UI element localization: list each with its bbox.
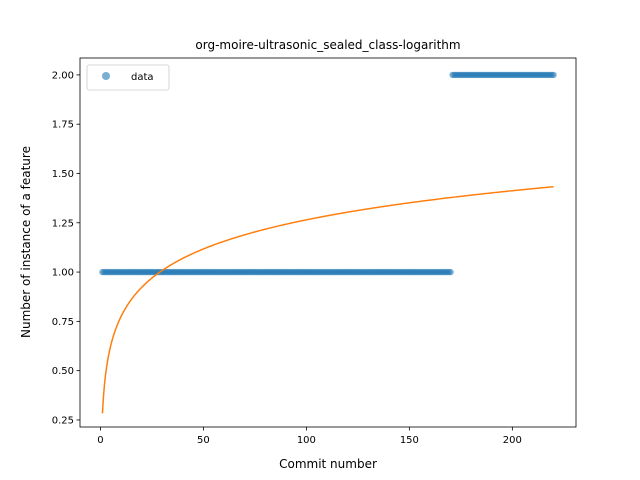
data-point bbox=[447, 268, 454, 276]
legend-box bbox=[86, 64, 170, 91]
chart-title: org-moire-ultrasonic_sealed_class-logari… bbox=[195, 38, 460, 52]
data-point bbox=[550, 71, 557, 79]
legend: data bbox=[86, 64, 170, 91]
legend-marker-data bbox=[102, 72, 110, 80]
y-tick-label: 1.75 bbox=[52, 120, 74, 131]
x-tick-label: 0 bbox=[97, 435, 103, 446]
y-tick-label: 0.75 bbox=[52, 317, 74, 328]
plot-area bbox=[80, 58, 576, 427]
ticks-layer: 0 50 100 150 200 0.25 0.50 0.75 1.00 1.25 1.50 1.75… bbox=[52, 70, 522, 446]
y-tick-label: 0.25 bbox=[52, 415, 74, 426]
legend-label-data: data bbox=[131, 72, 154, 83]
y-axis-label: Number of instance of a feature bbox=[19, 146, 33, 338]
marks-layer bbox=[99, 71, 557, 414]
x-axis-label: Commit number bbox=[279, 457, 377, 471]
x-tick-label: 200 bbox=[503, 435, 522, 446]
x-tick-label: 150 bbox=[400, 435, 419, 446]
y-tick-label: 0.50 bbox=[52, 366, 74, 377]
plot-frame bbox=[79, 57, 577, 428]
y-tick-label: 1.00 bbox=[52, 268, 74, 279]
y-tick-label: 2.00 bbox=[52, 70, 74, 81]
x-tick-label: 50 bbox=[197, 435, 210, 446]
x-tick-label: 100 bbox=[297, 435, 316, 446]
y-tick-label: 1.50 bbox=[52, 169, 74, 180]
y-tick-label: 1.25 bbox=[52, 218, 74, 229]
fit-line bbox=[101, 185, 554, 414]
